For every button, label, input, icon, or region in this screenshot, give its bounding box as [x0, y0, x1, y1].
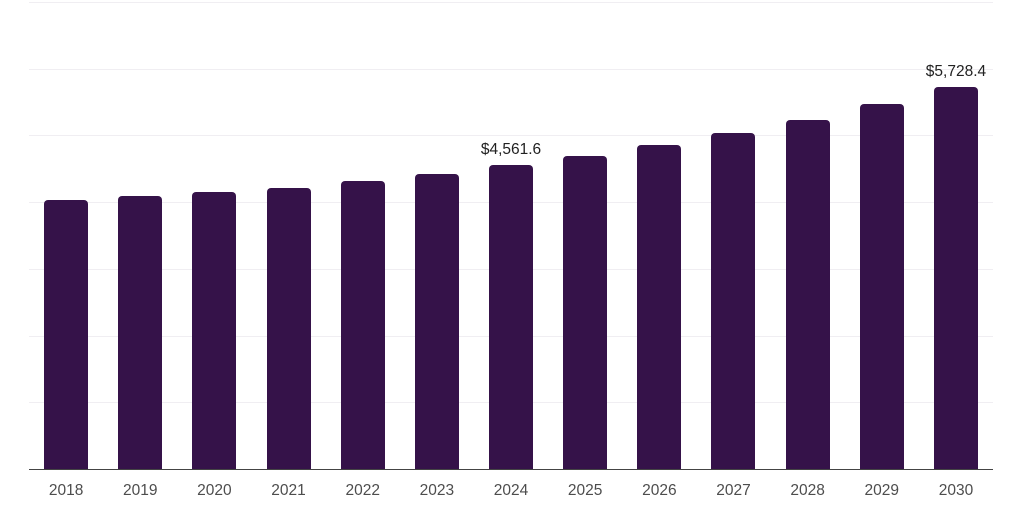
gridline-6000	[29, 68, 993, 70]
x-tick-2021: 2021	[271, 482, 306, 499]
data-label-2030: $5,728.4	[925, 63, 987, 81]
x-tick-2027: 2027	[716, 482, 751, 499]
x-axis: 2018 2019 2020 2021 2022 2023 2024 2025 2026 2027…	[29, 481, 993, 501]
bar-2019	[118, 196, 163, 469]
bar-2020	[192, 191, 237, 469]
bar-slot-2030: $5,728.4	[919, 2, 993, 469]
x-tick-2018: 2018	[48, 482, 84, 499]
bar-slot-2019	[103, 2, 177, 469]
bar-2022	[340, 181, 385, 469]
x-tick-2024: 2024	[493, 482, 529, 499]
x-tick-2028: 2028	[790, 482, 825, 499]
gridline-5000	[29, 135, 993, 137]
bar-slot-2021	[251, 2, 325, 469]
bar-slot-2018	[29, 2, 103, 469]
x-tick-2025: 2025	[567, 482, 603, 499]
bar-slot-2029	[845, 2, 919, 469]
bar-2028	[785, 119, 830, 469]
bar-slot-2022	[326, 2, 400, 469]
x-tick-2020: 2020	[197, 482, 232, 499]
plot-area: $4,561.6 $5,728.4	[29, 2, 993, 470]
x-tick-2030: 2030	[938, 482, 974, 499]
bar-2018	[44, 200, 89, 469]
x-tick-2023: 2023	[419, 482, 455, 499]
bar-slot-2024: $4,561.6	[474, 2, 548, 469]
bar-slot-2028	[771, 2, 845, 469]
bar-slot-2025	[548, 2, 622, 469]
bar-2024	[489, 164, 534, 469]
bar-2029	[859, 104, 904, 469]
x-tick-2022: 2022	[345, 482, 380, 499]
bar-2026	[637, 145, 682, 469]
bar-slot-2026	[622, 2, 696, 469]
bar-2025	[563, 155, 608, 469]
data-label-2024: $4,561.6	[480, 141, 542, 159]
bar-2023	[414, 173, 459, 469]
bar-slot-2023	[400, 2, 474, 469]
gridline-7000	[29, 2, 993, 3]
bar-2030	[933, 86, 978, 469]
bar-slot-2020	[177, 2, 251, 469]
x-tick-2019: 2019	[122, 482, 158, 499]
x-tick-2029: 2029	[864, 482, 900, 499]
bar-2027	[711, 133, 756, 469]
bar-2021	[266, 188, 311, 469]
bar-slot-2027	[696, 2, 770, 469]
x-tick-2026: 2026	[642, 482, 677, 499]
